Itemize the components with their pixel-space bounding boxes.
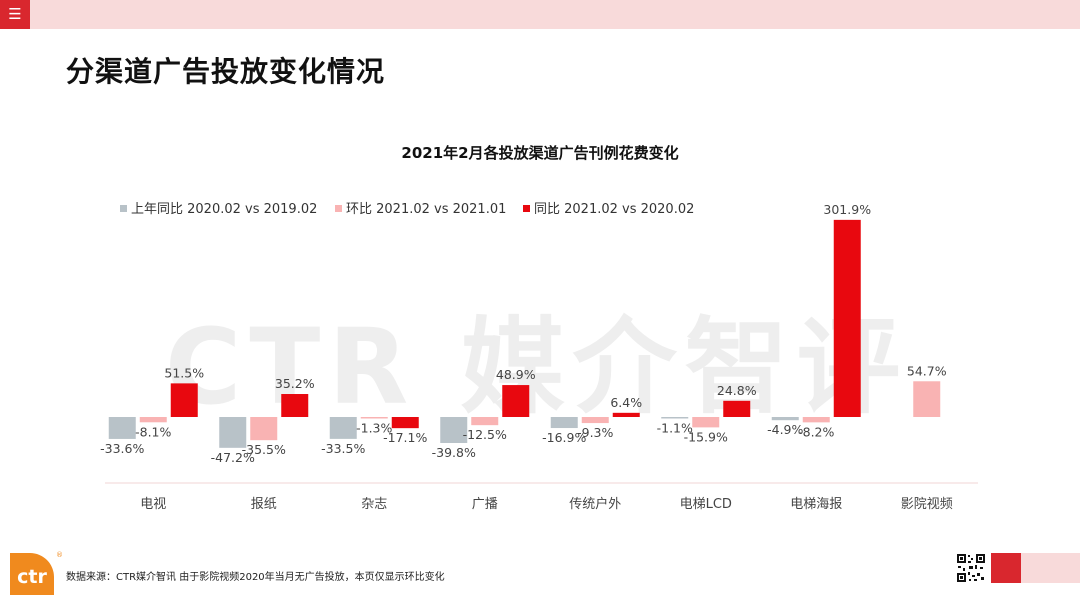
bar — [661, 417, 689, 419]
registered-mark: ® — [56, 551, 63, 559]
legend-swatch — [120, 205, 127, 212]
source-note: 数据来源：CTR媒介智讯 由于影院视频2020年当月无广告投放，本页仅显示环比变… — [66, 572, 445, 583]
bar — [471, 417, 499, 426]
bar — [502, 385, 530, 417]
x-tick-label: 传统户外 — [569, 496, 621, 512]
data-label: -4.9% — [767, 422, 803, 437]
bar — [139, 417, 167, 423]
bar — [913, 381, 941, 417]
bar — [550, 417, 578, 429]
bar — [391, 417, 419, 429]
bar — [440, 417, 468, 443]
legend-label: 环比 2021.02 vs 2021.01 — [346, 202, 507, 217]
data-label: -8.2% — [798, 424, 834, 439]
bar — [833, 219, 861, 417]
legend-item-yoy-prev: 上年同比 2020.02 vs 2019.02 — [120, 198, 317, 217]
legend-item-mom: 环比 2021.02 vs 2021.01 — [335, 198, 506, 217]
bar — [723, 400, 751, 417]
footer-pink-block — [1021, 553, 1080, 583]
x-tick-label: 影院视频 — [901, 497, 953, 512]
bar — [219, 417, 247, 448]
x-tick-label: 广播 — [472, 497, 498, 512]
bar — [281, 394, 309, 417]
data-label: 35.2% — [275, 376, 315, 391]
data-label: -33.6% — [100, 441, 144, 456]
bar — [612, 412, 640, 417]
data-label: -35.5% — [242, 442, 286, 457]
x-tick-label: 电梯海报 — [790, 497, 842, 512]
bar — [771, 417, 799, 421]
legend-swatch — [335, 205, 342, 212]
bar — [250, 417, 278, 441]
data-label: -16.9% — [542, 430, 586, 445]
data-label: -1.3% — [356, 421, 392, 436]
bar — [581, 417, 609, 424]
page-title: 分渠道广告投放变化情况 — [66, 55, 386, 88]
data-label: 54.7% — [907, 363, 947, 378]
footer-red-block — [991, 553, 1021, 583]
data-label: 24.8% — [717, 383, 757, 398]
qr-code-icon — [956, 553, 986, 583]
data-label: -47.2% — [211, 450, 255, 465]
data-label: -39.8% — [432, 445, 476, 460]
data-label: -12.5% — [463, 427, 507, 442]
legend-swatch — [523, 205, 530, 212]
x-tick-label: 杂志 — [361, 497, 387, 512]
hamburger-menu-icon[interactable]: ☰ — [0, 0, 30, 29]
x-tick-label: 电视 — [140, 497, 166, 512]
chart-title: 2021年2月各投放渠道广告刊例花费变化 — [401, 144, 679, 162]
data-label: -15.9% — [684, 429, 728, 444]
ctr-logo: ctr — [10, 553, 54, 595]
data-label: 301.9% — [823, 202, 871, 217]
bar — [108, 417, 136, 439]
x-tick-label: 报纸 — [251, 497, 277, 512]
legend-label: 上年同比 2020.02 vs 2019.02 — [131, 202, 318, 217]
bar — [329, 417, 357, 439]
x-tick-label: 电梯LCD — [680, 497, 732, 512]
bar — [360, 417, 388, 419]
data-label: 51.5% — [164, 365, 204, 380]
bar — [692, 417, 720, 428]
data-label: 48.9% — [496, 367, 536, 382]
bar — [802, 417, 830, 423]
data-label: 6.4% — [610, 395, 642, 410]
legend-label: 同比 2021.02 vs 2020.02 — [534, 202, 695, 217]
top-bar — [0, 0, 1080, 29]
data-label: -9.3% — [577, 425, 613, 440]
data-label: -8.1% — [135, 424, 171, 439]
data-label: -1.1% — [657, 421, 693, 436]
bar — [170, 383, 198, 417]
data-label: -17.1% — [383, 430, 427, 445]
data-label: -33.5% — [321, 441, 365, 456]
legend-item-yoy: 同比 2021.02 vs 2020.02 — [523, 198, 694, 217]
